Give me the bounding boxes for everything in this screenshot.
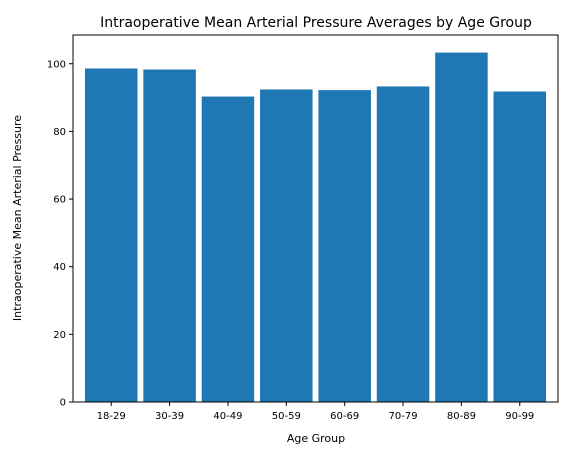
- bar-40-49: [201, 96, 255, 403]
- bar-80-89: [435, 52, 488, 403]
- chart-title: Intraoperative Mean Arterial Pressure Av…: [100, 15, 532, 31]
- bars-group: [84, 52, 547, 403]
- x-axis-label: Age Group: [287, 432, 345, 445]
- x-axis-ticks: 18-29 30-39 40-49 50-59 60-69 70-79 80-89 90-99: [97, 402, 534, 422]
- bar-50-59: [260, 89, 313, 402]
- bar-30-39: [143, 69, 196, 403]
- x-tick-label: 60-69: [330, 411, 359, 422]
- x-tick-label: 70-79: [389, 411, 418, 422]
- x-tick-label: 50-59: [272, 411, 301, 422]
- bar-18-29: [84, 68, 138, 402]
- y-tick-label: 100: [47, 59, 66, 70]
- x-tick-label: 80-89: [447, 411, 476, 422]
- x-tick-label: 90-99: [505, 411, 534, 422]
- y-tick-label: 20: [53, 330, 66, 341]
- bar-90-99: [493, 91, 547, 403]
- y-tick-label: 40: [53, 262, 66, 273]
- y-axis-ticks: 0 20 40 60 80 100: [47, 59, 73, 409]
- x-tick-label: 30-39: [155, 411, 184, 422]
- plot-frame: [72, 34, 559, 403]
- x-tick-label: 40-49: [213, 411, 242, 422]
- y-tick-label: 60: [53, 195, 66, 206]
- y-tick-label: 0: [60, 398, 66, 409]
- bar-60-69: [318, 90, 371, 403]
- bar-70-79: [376, 86, 430, 403]
- x-tick-label: 18-29: [97, 411, 126, 422]
- y-tick-label: 80: [53, 127, 66, 138]
- y-axis-label: Intraoperative Mean Arterial Pressure: [11, 115, 24, 321]
